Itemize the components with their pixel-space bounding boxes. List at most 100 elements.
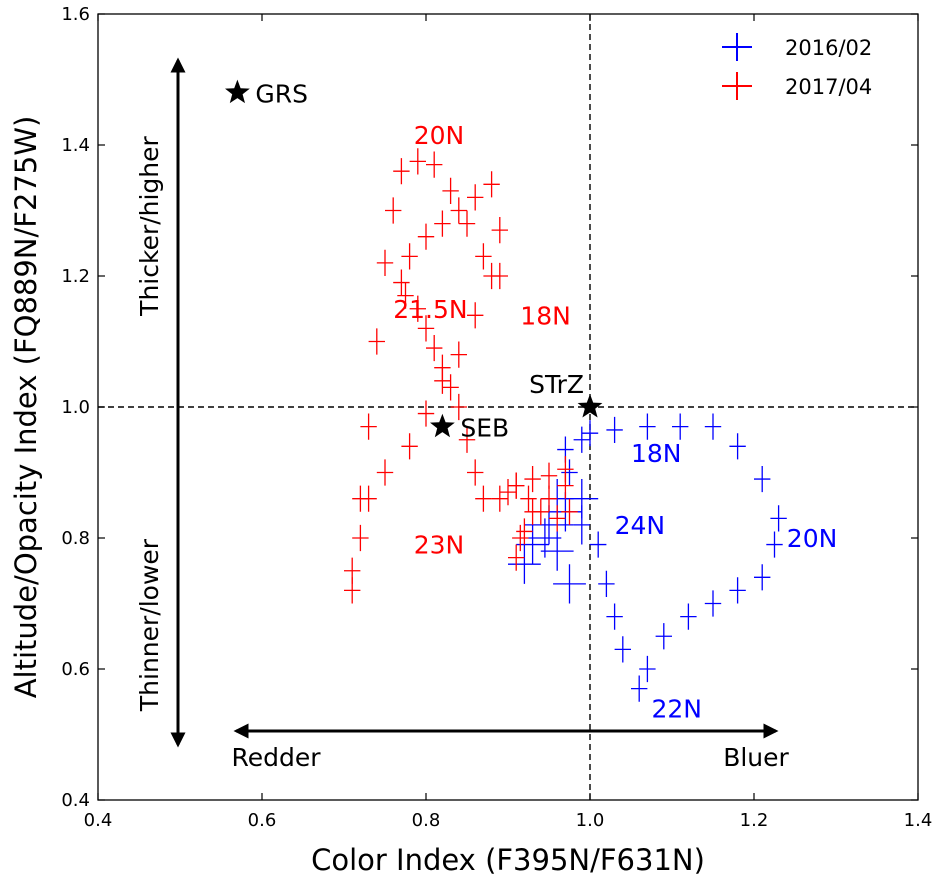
latitude-label: 20N [414,121,465,150]
data-point [508,544,525,571]
data-point [352,485,369,512]
latitude-label: 18N [631,439,682,468]
data-point [409,295,426,322]
series-blue [508,413,787,702]
data-point [520,485,537,512]
strz-star [577,394,603,418]
data-point [770,505,787,532]
data-point [557,472,574,499]
data-point [704,413,722,440]
legend-label: 2017/04 [785,75,872,99]
latitude-label: 18N [520,301,571,330]
data-point [655,623,672,650]
data-point [450,197,467,224]
data-point [458,426,476,453]
data-point [483,171,500,198]
data-point [516,518,533,545]
data-point [393,158,410,185]
y-axis-label: Altitude/Opacity Index (FQ889N/F275W) [9,116,43,699]
data-point [729,577,746,604]
legend: 2016/02 2017/04 [722,33,872,100]
x-tick-label: 0.6 [248,810,277,831]
data-point [639,655,656,683]
data-point [417,315,435,342]
data-point [516,524,549,565]
data-point [561,498,578,525]
data-point [397,282,414,309]
data-point [680,603,697,630]
data-point [467,302,484,329]
axis-ticks: 0.4 0.6 0.8 1.0 1.2 1.4 0.4 0.6 0.8 1.0 1.2 1.4 1.6 [61,4,932,831]
data-point [639,413,656,440]
data-point [368,328,385,355]
data-point [540,531,574,571]
data-point [344,577,361,604]
data-point [524,465,541,493]
data-point [729,433,746,460]
data-point [450,393,467,421]
data-point [590,531,607,558]
data-point [442,374,459,401]
legend-marker [722,72,752,100]
data-point [434,210,451,237]
thinner-lower-label: Thinner/lower [135,538,164,712]
data-point [581,420,599,447]
data-point [450,341,467,368]
legend-label: 2016/02 [785,36,872,60]
y-tick-label: 0.4 [61,790,90,811]
data-point [606,603,623,630]
y-tick-label: 1.0 [61,397,90,418]
seb-label: SEB [460,414,509,443]
data-point [426,151,443,178]
data-point [499,479,517,506]
data-point [442,177,459,204]
data-point [467,184,484,211]
data-point [409,148,426,175]
data-point [393,269,410,296]
data-point [598,570,615,597]
data-point [606,416,623,444]
latitude-label: 22N [652,694,703,723]
x-tick-label: 1.4 [904,810,933,831]
data-point [553,564,586,604]
x-tick-label: 1.0 [576,810,605,831]
y-tick-label: 0.8 [61,528,90,549]
data-point [540,462,558,489]
data-point [508,472,525,499]
data-point [352,524,369,552]
series-red [344,148,578,604]
data-point [376,249,394,276]
grs-label: GRS [255,80,308,109]
x-axis-label: Color Index (F395N/F631N) [311,843,705,877]
data-point [672,413,689,440]
data-point [458,210,476,237]
data-point [524,498,541,525]
annotations: 18N 24N 20N 22N 20N 21.5N 18N 23N [393,121,837,723]
data-point [704,590,722,617]
data-point [491,217,508,244]
latitude-label: 20N [787,524,838,553]
data-point [385,197,402,224]
x-tick-label: 0.8 [412,810,441,831]
data-point [475,485,492,512]
thicker-higher-label: Thicker/higher [135,135,164,316]
latitude-label: 24N [615,511,666,540]
data-point [401,433,418,460]
x-tick-label: 0.4 [84,810,113,831]
data-point [491,262,508,290]
data-point [417,400,435,427]
data-point [573,426,590,453]
latitude-label: 21.5N [393,295,467,324]
data-point [549,505,566,532]
data-point [426,334,443,362]
data-point [754,465,771,493]
latitude-label: 23N [414,531,465,560]
data-point [528,518,562,558]
direction-arrows [170,57,779,748]
y-tick-label: 1.6 [61,4,90,25]
data-point [467,459,484,486]
y-tick-label: 1.4 [61,135,90,156]
data-point [360,413,377,440]
data-point [491,485,508,512]
